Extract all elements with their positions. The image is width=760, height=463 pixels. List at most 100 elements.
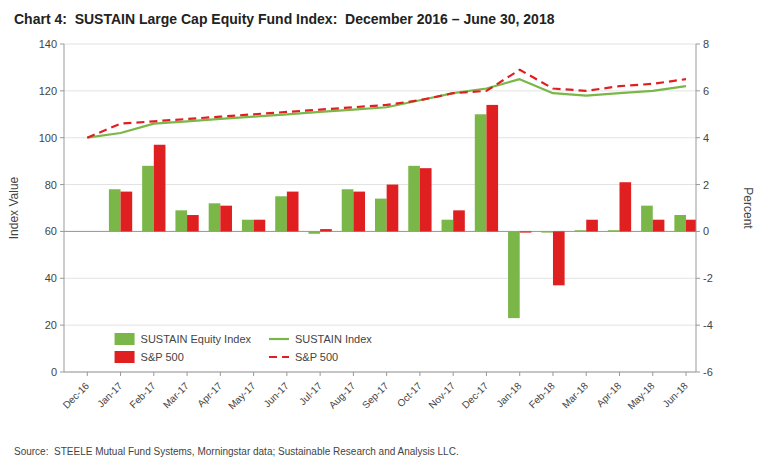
x-tick [153, 372, 154, 376]
y-tick-label: 40 [45, 272, 57, 284]
bar [486, 105, 498, 232]
bar [320, 229, 332, 231]
bar [653, 220, 665, 232]
x-tick-label: May-17 [226, 380, 258, 412]
grid-line [64, 325, 696, 326]
x-tick-label: May-18 [625, 380, 657, 412]
bar [353, 192, 365, 232]
legend-swatch [115, 333, 135, 345]
x-tick-label: Jan-17 [95, 380, 125, 410]
x-axis-line [64, 372, 696, 373]
y2-tick [696, 278, 700, 279]
y2-tick-label: -4 [703, 319, 713, 331]
annotation: Source: STEELE Mutual Fund Systems, Morn… [14, 446, 459, 457]
y-tick-label: 20 [45, 319, 57, 331]
y2-tick-label: -2 [703, 272, 713, 284]
legend-swatch [269, 356, 289, 358]
x-tick [619, 372, 620, 376]
bar [619, 182, 631, 231]
x-tick [386, 372, 387, 376]
x-tick [586, 372, 587, 376]
x-tick [519, 372, 520, 376]
x-tick [652, 372, 653, 376]
x-tick-label: Mar-17 [161, 380, 191, 410]
x-tick [353, 372, 354, 376]
y2-tick-label: 8 [703, 38, 709, 50]
y-axis-label: Index Value [7, 176, 21, 239]
grid-line [64, 278, 696, 279]
y2-tick-label: 0 [703, 225, 709, 237]
y-tick-label: 120 [39, 85, 57, 97]
bar [121, 192, 133, 232]
y-tick-label: 140 [39, 38, 57, 50]
y2-tick [696, 231, 700, 232]
x-tick-label: Feb-18 [527, 380, 557, 410]
x-tick [220, 372, 221, 376]
y-tick [60, 278, 64, 279]
x-tick-label: Jan-18 [494, 380, 524, 410]
bar [175, 210, 187, 231]
x-tick [187, 372, 188, 376]
x-tick-label: Feb-17 [128, 380, 158, 410]
legend-label: S&P 500 [295, 351, 338, 363]
y2-tick-label: 6 [703, 85, 709, 97]
x-tick [486, 372, 487, 376]
grid-line [64, 372, 696, 373]
bar [308, 231, 320, 233]
bar [508, 231, 520, 318]
y-tick [60, 325, 64, 326]
bar [641, 206, 653, 232]
legend-label: SUSTAIN Index [295, 333, 372, 345]
bar [686, 220, 696, 232]
y-tick [60, 184, 64, 185]
legend-swatch [269, 338, 289, 340]
bar [674, 215, 686, 231]
x-tick-label: Apr-18 [594, 380, 623, 409]
y2-tick [696, 90, 700, 91]
bar [275, 196, 287, 231]
line [87, 79, 686, 138]
y2-tick [696, 137, 700, 138]
x-tick [120, 372, 121, 376]
y-tick [60, 372, 64, 373]
bar [187, 215, 199, 231]
y-tick-label: 0 [51, 366, 57, 378]
x-tick-label: Aug-17 [327, 380, 358, 411]
x-tick [87, 372, 88, 376]
bar [475, 114, 487, 231]
bar [154, 145, 166, 232]
legend-label: S&P 500 [141, 351, 184, 363]
bar [553, 231, 565, 285]
grid-line [64, 90, 696, 91]
y-tick-label: 60 [45, 225, 57, 237]
x-tick-label: Mar-18 [560, 380, 590, 410]
y-tick [60, 44, 64, 45]
x-tick-label: Dec-17 [460, 380, 491, 411]
bar [408, 166, 420, 232]
bar [520, 231, 532, 232]
bar [254, 220, 266, 232]
bar [575, 230, 587, 231]
y2-tick [696, 44, 700, 45]
x-tick-label: Nov-17 [426, 380, 457, 411]
bar [375, 199, 387, 232]
y-tick-label: 100 [39, 132, 57, 144]
y2-tick-label: 4 [703, 132, 709, 144]
bar [109, 189, 121, 231]
bar [242, 220, 254, 232]
x-tick [419, 372, 420, 376]
x-tick-label: Jun-18 [661, 380, 691, 410]
bar [541, 231, 553, 232]
legend-swatch [115, 351, 135, 363]
x-tick-label: Oct-17 [395, 380, 424, 409]
y2-tick [696, 325, 700, 326]
y2-axis-label: Percent [741, 187, 755, 229]
y2-tick-label: 2 [703, 179, 709, 191]
x-tick-label: Apr-17 [195, 380, 224, 409]
bar [209, 203, 221, 231]
x-tick [253, 372, 254, 376]
x-tick [686, 372, 687, 376]
bar [142, 166, 154, 232]
grid-line [64, 137, 696, 138]
x-tick-label: Sep-17 [360, 380, 391, 411]
